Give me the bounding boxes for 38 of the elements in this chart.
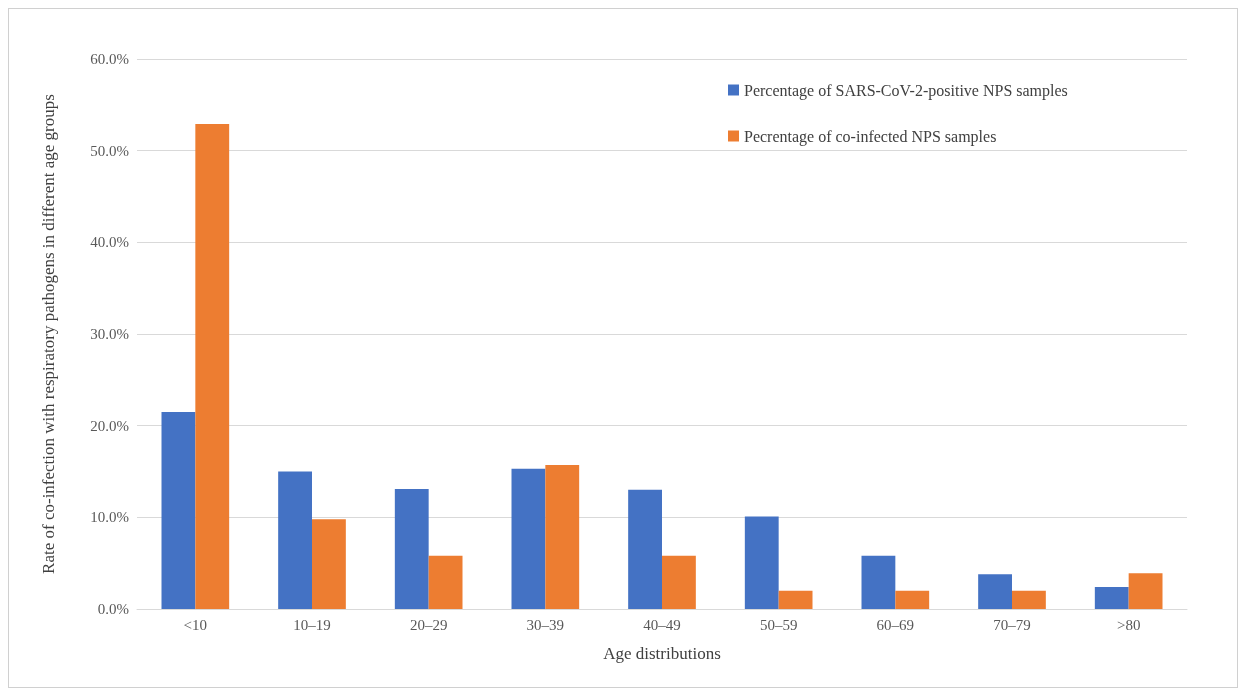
bar (861, 555, 896, 609)
bar (428, 555, 463, 609)
bar (662, 555, 696, 609)
bar (895, 590, 930, 609)
bar (1012, 590, 1046, 609)
bar (1094, 587, 1129, 609)
legend-label: Percentage of SARS-CoV-2-positive NPS samples (744, 81, 1068, 100)
y-axis-title: Rate of co-infection with respiratory pathogens in different age groups (39, 94, 58, 574)
legend-label: Pecrentage of co-infected NPS samples (744, 127, 997, 146)
x-tick-label: 30–39 (526, 616, 565, 633)
bar (744, 516, 779, 609)
bar (278, 471, 312, 609)
x-tick-label: 50–59 (759, 616, 798, 633)
x-tick-label: 60–69 (876, 616, 915, 633)
x-axis-title: Age distributions (603, 644, 721, 663)
y-tick-label: 10.0% (90, 509, 129, 526)
bar (195, 124, 230, 609)
bar (161, 411, 196, 609)
x-tick-label: 20–29 (409, 616, 448, 633)
y-tick-label: 20.0% (90, 417, 129, 434)
y-tick-label: 0.0% (97, 601, 129, 617)
bar (1128, 573, 1163, 609)
y-tick-label: 30.0% (90, 326, 129, 342)
x-tick-label: <10 (183, 616, 208, 633)
bar (511, 468, 546, 609)
bar (312, 519, 346, 609)
bar (978, 574, 1012, 609)
y-tick-label: 50.0% (90, 142, 129, 159)
bar (628, 489, 662, 609)
bar (778, 590, 813, 609)
x-tick-label: 70–79 (993, 616, 1031, 633)
bar (394, 488, 429, 609)
x-tick-label: 10–19 (293, 616, 331, 633)
x-tick-label: >80 (1116, 616, 1141, 633)
y-tick-label: 60.0% (90, 51, 129, 67)
y-tick-label: 40.0% (90, 234, 129, 251)
x-tick-label: 40–49 (643, 616, 681, 633)
bar (545, 465, 580, 609)
